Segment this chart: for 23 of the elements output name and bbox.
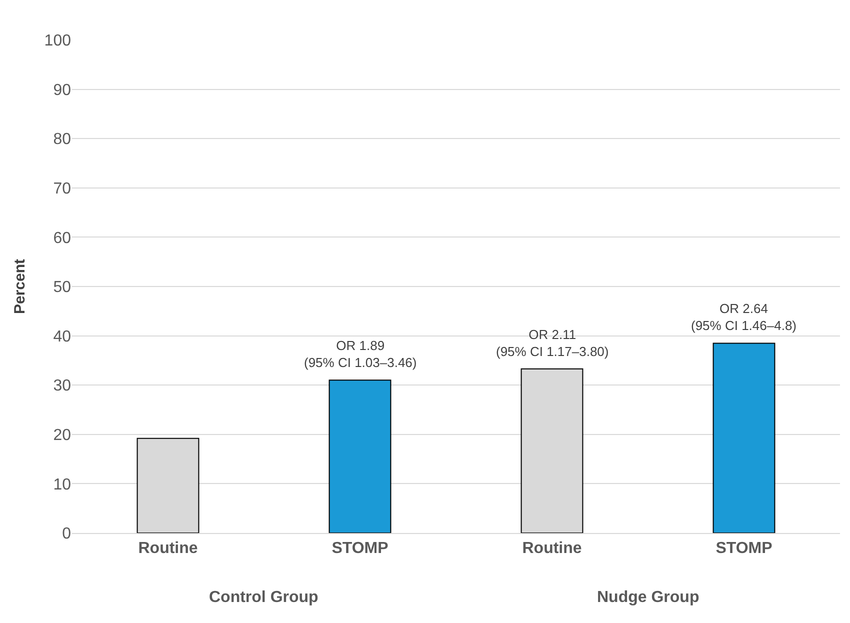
y-tick-label: 40 bbox=[53, 328, 72, 346]
annotation: OR 2.11 (95% CI 1.17–3.80) bbox=[496, 327, 609, 359]
y-tick-label: 60 bbox=[53, 230, 72, 247]
annotation: OR 2.64 (95% CI 1.46–4.8) bbox=[691, 301, 797, 333]
y-axis-title: Percent bbox=[12, 258, 29, 314]
x-tick-label: Routine bbox=[522, 540, 582, 558]
y-tick-label: 10 bbox=[53, 476, 72, 494]
y-tick-label: 20 bbox=[53, 427, 72, 444]
y-tick-label: 0 bbox=[62, 526, 72, 543]
y-tick-label: 30 bbox=[53, 378, 72, 395]
y-tick-label: 70 bbox=[53, 180, 72, 198]
annotation: OR 1.89 (95% CI 1.03–3.46) bbox=[304, 338, 417, 370]
y-tick-label: 80 bbox=[53, 131, 72, 148]
x-tick-label: Routine bbox=[138, 540, 198, 558]
x-tick-label: STOMP bbox=[332, 540, 389, 558]
y-tick-label: 50 bbox=[53, 279, 72, 296]
x-tick-label: STOMP bbox=[716, 540, 773, 558]
y-tick-label: 90 bbox=[53, 82, 72, 99]
text: Nudge Group bbox=[597, 589, 700, 606]
bar bbox=[712, 342, 776, 533]
y-tick-label: 100 bbox=[44, 32, 72, 50]
bar bbox=[328, 380, 392, 533]
text: Control Group bbox=[209, 589, 319, 606]
